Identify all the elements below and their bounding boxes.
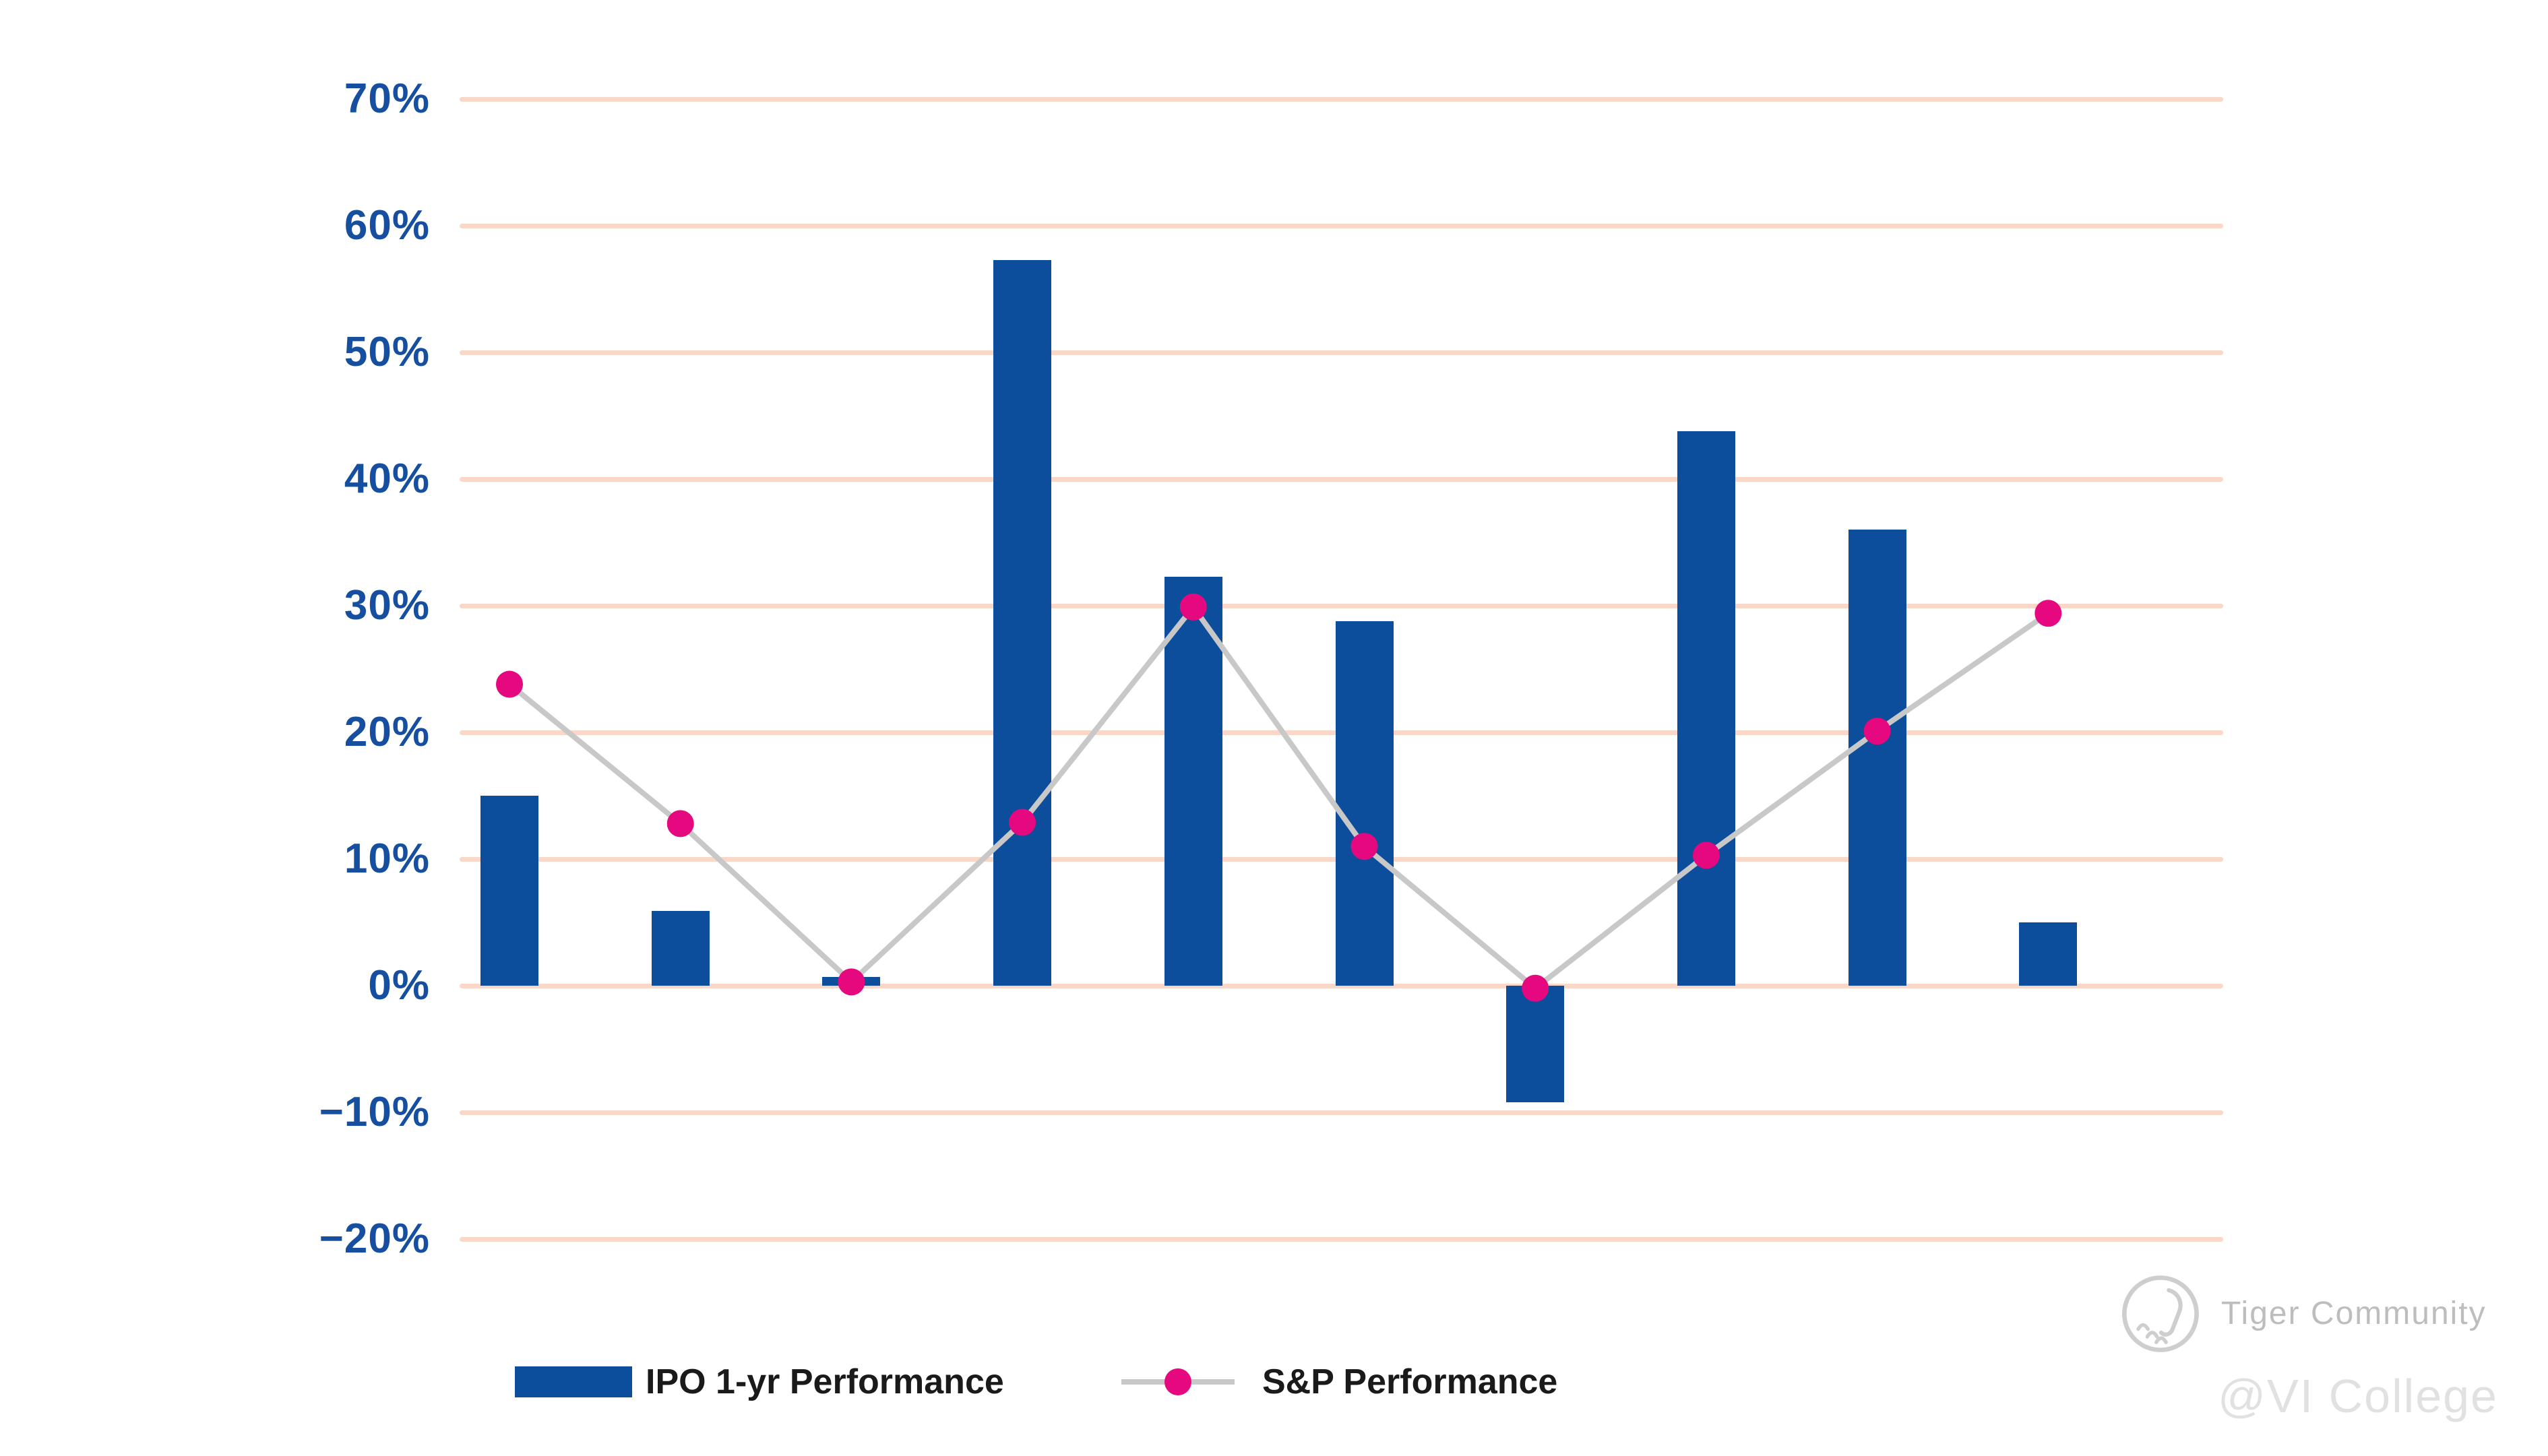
tiger-paw-circle-icon — [2122, 1275, 2199, 1352]
sp-data-point — [1350, 833, 1378, 860]
bar-ipo-performance — [480, 796, 538, 986]
gridline — [460, 350, 2223, 355]
y-tick-label: 70% — [344, 75, 430, 122]
y-tick-label: 60% — [344, 202, 430, 249]
y-tick-label: 30% — [344, 582, 430, 629]
watermark-brand-text: Tiger Community — [2221, 1296, 2487, 1331]
bar-ipo-performance — [1335, 621, 1394, 986]
bar-ipo-performance — [2019, 922, 2078, 986]
legend-label-sp: S&P Performance — [1262, 1362, 1558, 1401]
sp-data-point — [1863, 718, 1891, 745]
y-tick-label: −20% — [319, 1215, 430, 1262]
y-tick-label: 40% — [344, 455, 430, 502]
sp-data-point — [1009, 809, 1036, 836]
bar-ipo-performance — [993, 259, 1052, 986]
gridline — [460, 1110, 2223, 1115]
gridline — [460, 476, 2223, 482]
legend-label-ipo: IPO 1-yr Performance — [646, 1362, 1004, 1401]
y-tick-label: −10% — [319, 1089, 430, 1135]
bar-ipo-performance — [1848, 530, 1906, 986]
bar-ipo-performance — [1677, 431, 1735, 986]
y-tick-label: 0% — [368, 962, 430, 1009]
bar-ipo-performance — [651, 911, 710, 986]
sp-data-point — [1692, 842, 1720, 869]
sp-data-point — [666, 810, 694, 837]
gridline — [460, 223, 2223, 228]
y-tick-label: 20% — [344, 709, 430, 755]
gridline — [460, 983, 2223, 988]
legend-bar-swatch — [515, 1366, 632, 1397]
sp-data-point — [2034, 600, 2062, 627]
sp-data-point — [496, 670, 523, 698]
gridline — [460, 96, 2223, 102]
bar-ipo-performance — [1506, 986, 1565, 1102]
sp-data-point — [1179, 593, 1207, 621]
legend-dot-swatch — [1164, 1368, 1191, 1395]
y-tick-label: 10% — [344, 835, 430, 882]
bar-ipo-performance — [1164, 576, 1222, 986]
y-tick-label: 50% — [344, 329, 430, 375]
watermark-handle-text: @VI College — [2217, 1370, 2498, 1422]
sp-performance-line — [507, 602, 2050, 992]
gridline — [460, 603, 2223, 608]
gridline — [460, 1236, 2223, 1242]
sp-data-point — [1522, 974, 1549, 1002]
sp-data-point — [838, 968, 865, 996]
